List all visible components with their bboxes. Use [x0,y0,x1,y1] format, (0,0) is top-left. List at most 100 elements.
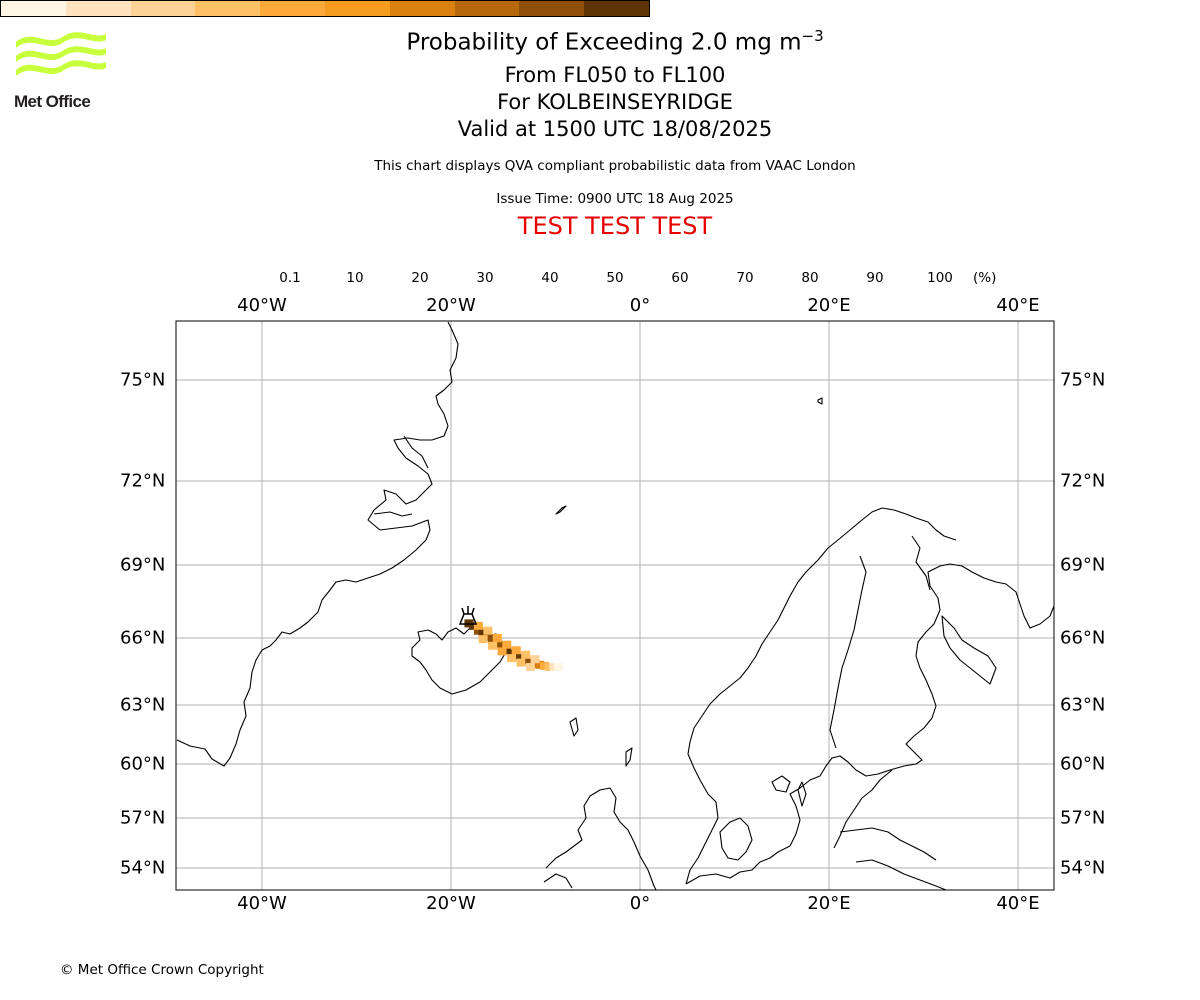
finland-border [911,535,931,591]
faroe-coastline [569,717,579,737]
ash-probability-cell [516,654,526,663]
greenland-inlet [373,511,413,517]
latitude-label: 63°N [120,694,166,716]
ash-probability-cell [516,658,526,667]
latitude-label: 75°N [1060,369,1106,391]
colorbar-segment [130,1,196,16]
sweden-norway-border [829,555,867,749]
colorbar-segment [584,1,649,16]
longitude-label: 0° [629,295,651,316]
ash-probability-cell [506,649,516,658]
ash-probability-cell [521,656,531,665]
colorbar-tick-label: 70 [736,270,754,286]
ash-probability-cell [492,639,502,648]
volcano-icon [458,606,478,625]
chart-title: Probability of Exceeding 2.0 mg m−3 [0,27,1200,56]
latitude-label: 66°N [1060,627,1106,649]
lake-vattern [797,781,807,807]
denmark-coastline [719,817,753,861]
uk-coastline [545,787,657,891]
colorbar-tick-label: 50 [606,270,624,286]
latitude-label: 69°N [120,554,166,576]
colorbar-segment [260,1,325,16]
shetland-coastline [625,747,633,767]
longitude-label: 0° [629,893,651,914]
ash-probability-cell [492,634,502,642]
scandinavia-coastline [685,563,1055,885]
latitude-label: 60°N [120,753,166,775]
jan-mayen-coastline [555,505,567,515]
greenland-inlet-2 [403,435,429,469]
info-text: This chart displays QVA compliant probab… [374,158,856,174]
issue-time: Issue Time: 0900 UTC 18 Aug 2025 [496,191,734,207]
ash-probability-cell [525,658,535,667]
ash-probability-cell [469,621,479,630]
ash-probability-cell [511,646,521,655]
colorbar-segment [454,1,520,16]
ash-probability-cell [473,621,483,630]
longitude-label: 20°W [426,295,476,316]
latitude-label: 69°N [1060,554,1106,576]
ash-probability-cell [478,635,488,644]
ash-probability-cell [483,626,493,635]
flight-levels: From FL050 to FL100 [504,63,726,87]
ash-probability-cell [549,663,559,672]
ash-probability-cell [502,640,512,649]
ireland-coastline [543,873,573,889]
colorbar-tick-label: 10 [346,270,364,286]
colorbar-segment [324,1,390,16]
ash-probability-cell [530,659,540,668]
colorbar-unit: (%) [973,270,997,286]
title-superscript: −3 [801,27,824,45]
ash-probability-cell [502,646,512,655]
ash-probability-cell [511,651,521,660]
ash-probability-cell [544,663,554,672]
colorbar-tick-label: 30 [476,270,494,286]
ash-probability-cell [535,660,545,669]
latitude-label: 57°N [120,807,166,829]
latitude-label: 66°N [120,627,166,649]
met-office-waves-logo [16,32,106,76]
copyright: © Met Office Crown Copyright [60,962,264,978]
bear-island-coastline [817,397,823,405]
ash-probability-cell [497,642,507,651]
latitude-label: 72°N [1060,470,1106,492]
lake-vanern [771,775,791,793]
ash-plume [464,619,564,672]
longitude-label: 40°W [237,295,287,316]
colorbar-tick-label: 100 [927,270,953,286]
gridlines [176,321,1054,890]
latitude-label: 63°N [1060,694,1106,716]
colorbar-segment [1,1,66,16]
ash-probability-cell [506,654,516,663]
longitude-label: 40°E [996,893,1040,914]
kola-coastline [941,615,997,685]
greenland-coastline [176,321,459,767]
colorbar-segment [519,1,585,16]
valid-time: Valid at 1500 UTC 18/08/2025 [457,117,773,141]
longitude-label: 40°E [996,295,1040,316]
latitude-label: 72°N [120,470,166,492]
baltic-coastline-2 [855,859,947,891]
colorbar-tick-label: 0.1 [279,270,301,286]
latitude-label: 57°N [1060,807,1106,829]
ash-probability-cell [478,629,488,638]
ash-probability-cell [530,655,540,664]
latitude-label: 54°N [1060,857,1106,879]
met-office-logo: Met Office [14,30,110,114]
ash-probability-cell [483,632,493,641]
longitude-label: 20°E [807,295,851,316]
latitude-label: 75°N [120,369,166,391]
latitude-label: 60°N [1060,753,1106,775]
gulf-of-bothnia-coastline [833,769,893,849]
norway-west-coastline [685,507,957,885]
ash-probability-cell [488,641,498,650]
volcano-name: For KOLBEINSEYRIDGE [497,90,733,114]
logo-text: Met Office [14,92,91,111]
colorbar-tick-label: 80 [801,270,819,286]
colorbar-tick-label: 60 [671,270,689,286]
title-prefix: Probability of Exceeding 2.0 mg m [406,29,802,56]
colorbar-segment [65,1,131,16]
colorbar-segment [389,1,455,16]
